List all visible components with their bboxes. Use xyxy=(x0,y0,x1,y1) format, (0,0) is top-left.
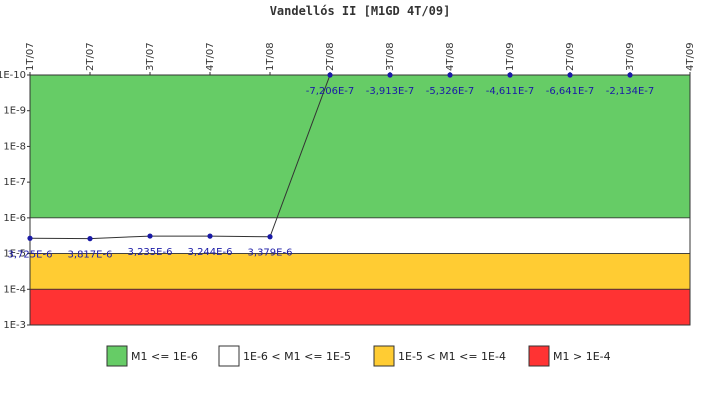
legend-swatch xyxy=(373,345,395,367)
data-label: -5,326E-7 xyxy=(426,86,475,97)
data-label: 3,817E-6 xyxy=(68,250,113,261)
data-point xyxy=(627,72,633,78)
data-point xyxy=(87,236,93,242)
labels-layer: 3,725E-6 3,817E-6 3,235E-6 3,244E-6 3,379E-6… xyxy=(8,86,655,261)
x-tick-label: 3T/09 xyxy=(625,42,636,71)
data-label: 3,379E-6 xyxy=(248,248,293,259)
y-tick-label: 1E-6 xyxy=(3,213,26,224)
x-tick-label: 2T/07 xyxy=(85,42,96,71)
legend-label: M1 > 1E-4 xyxy=(553,350,611,363)
data-label: 3,244E-6 xyxy=(188,247,233,258)
y-tick-label: 1E-3 xyxy=(3,320,26,331)
x-tick-label: 1T/09 xyxy=(505,42,516,71)
data-label: 3,235E-6 xyxy=(128,247,173,258)
x-tick-label: 3T/07 xyxy=(145,42,156,71)
data-point xyxy=(207,233,213,239)
data-point xyxy=(387,72,393,78)
y-tick-label: 1E-4 xyxy=(3,284,26,295)
band-1 xyxy=(29,217,691,254)
legend-label: 1E-6 < M1 <= 1E-5 xyxy=(243,350,351,363)
legend-swatch xyxy=(218,345,240,367)
data-label: -6,641E-7 xyxy=(546,86,595,97)
x-tick-label: 4T/09 xyxy=(685,42,696,71)
legend-swatch xyxy=(106,345,128,367)
band-3 xyxy=(29,288,691,326)
y-tick-label: 1E-5 xyxy=(3,249,26,260)
legend-swatch xyxy=(528,345,550,367)
x-tick-label: 1T/07 xyxy=(25,42,36,71)
series-layer xyxy=(27,72,633,242)
data-point xyxy=(327,72,333,78)
x-tick-label: 2T/08 xyxy=(325,42,336,71)
y-tick-label: 1E-8 xyxy=(3,141,26,152)
data-label: 3,725E-6 xyxy=(8,249,53,260)
x-tick-label: 4T/08 xyxy=(445,42,456,71)
chart-title: Vandellós II [M1GD 4T/09] xyxy=(270,4,451,18)
x-tick-label: 1T/08 xyxy=(265,42,276,71)
legend-label: M1 <= 1E-6 xyxy=(131,350,198,363)
data-label: -7,206E-7 xyxy=(306,86,355,97)
y-tick-label: 1E-9 xyxy=(3,106,26,117)
y-tick-label: 1E-10 xyxy=(0,70,26,81)
data-label: -3,913E-7 xyxy=(366,86,415,97)
data-point xyxy=(267,234,273,240)
legend: M1 <= 1E-6 1E-6 < M1 <= 1E-5 1E-5 < M1 <= … xyxy=(106,345,611,367)
data-point xyxy=(147,233,153,239)
x-tick-label: 2T/09 xyxy=(565,42,576,71)
x-tick-label: 4T/07 xyxy=(205,42,216,71)
data-point xyxy=(507,72,513,78)
x-tick-label: 3T/08 xyxy=(385,42,396,71)
bands-layer xyxy=(29,74,691,326)
band-0 xyxy=(29,74,691,219)
data-label: -4,611E-7 xyxy=(486,86,535,97)
y-tick-label: 1E-7 xyxy=(3,177,26,188)
data-point xyxy=(567,72,573,78)
legend-label: 1E-5 < M1 <= 1E-4 xyxy=(398,350,506,363)
axes-layer: 1E-10 1E-9 1E-8 1E-7 1E-6 1E-5 1E-4 1E-3 1T/07 2T… xyxy=(0,42,696,331)
data-point xyxy=(27,235,33,241)
data-point xyxy=(447,72,453,78)
band-2 xyxy=(29,253,691,290)
data-label: -2,134E-7 xyxy=(606,86,655,97)
